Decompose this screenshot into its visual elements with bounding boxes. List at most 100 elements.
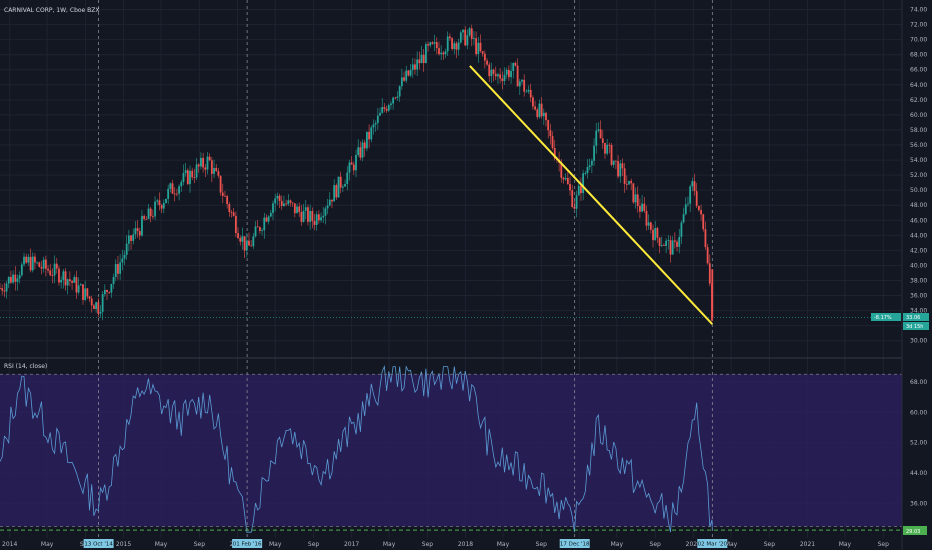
x-tick-label: 2020 [686, 541, 701, 548]
candle-body [639, 205, 641, 212]
x-tick-label: 2015 [116, 541, 131, 548]
candle-body [261, 230, 263, 232]
candle-body [213, 167, 215, 174]
candle-body [632, 183, 635, 203]
x-tick-label: 2018 [458, 541, 473, 548]
candle-body [82, 284, 84, 300]
candle-body [304, 207, 307, 211]
trendline[interactable] [469, 65, 714, 325]
y-tick-label: 48.00 [910, 202, 927, 209]
candle-body [525, 91, 528, 93]
candle-body [348, 162, 351, 173]
candle-body [427, 44, 429, 46]
y-tick-label: 38.00 [910, 277, 927, 284]
candle-body [217, 171, 220, 176]
candle-body [361, 142, 364, 158]
y-tick-label: 36.00 [910, 293, 927, 300]
candle-body [697, 205, 700, 211]
candles [0, 24, 714, 322]
candle-body [684, 204, 687, 215]
y-tick-label: 44.00 [910, 232, 927, 239]
candle-body [647, 222, 650, 226]
candle-body [577, 185, 580, 196]
candle-body [654, 227, 657, 241]
candle-body [123, 254, 126, 259]
candle-body [545, 112, 547, 121]
candle-body [263, 217, 266, 231]
candle-body [440, 52, 443, 55]
candle-body [442, 52, 445, 55]
candle-body [110, 283, 113, 293]
candle-body [162, 202, 165, 209]
x-tick-label: May [611, 541, 624, 548]
candle-body [580, 185, 582, 194]
candle-body [606, 144, 609, 154]
candle-body [151, 216, 154, 218]
candle-body [370, 127, 373, 140]
x-tick-label: May [839, 541, 852, 548]
x-tick-label: 2017 [344, 541, 359, 548]
candle-body [119, 262, 122, 274]
candle-body [71, 280, 73, 283]
candle-body [138, 231, 141, 236]
candle-body [12, 274, 15, 283]
candle-body [228, 204, 231, 212]
candle-body [357, 147, 360, 156]
candle-body [344, 184, 346, 187]
rsi-title: RSI (14, close) [4, 363, 47, 370]
candle-body [324, 208, 327, 216]
candle-body [503, 74, 506, 82]
candle-body [486, 60, 488, 65]
candle-body [510, 70, 512, 78]
rsi-tag-value: 29.03 [906, 529, 920, 535]
candle-body [34, 256, 36, 263]
change-tag: -8.17% [874, 315, 892, 321]
candle-body [483, 53, 486, 61]
y-tick-label: 58.00 [910, 127, 927, 134]
candle-body [612, 160, 615, 165]
candle-body [497, 74, 499, 77]
candle-body [586, 166, 589, 174]
x-tick-label: May [155, 541, 168, 548]
candle-body [210, 160, 213, 174]
candle-body [300, 211, 303, 222]
candle-body [704, 229, 707, 248]
candle-body [99, 311, 102, 314]
candle-body [224, 195, 226, 197]
candle-body [366, 131, 368, 149]
candle-body [521, 79, 523, 82]
candle-body [529, 89, 532, 98]
candle-body [90, 298, 93, 306]
candle-body [326, 205, 329, 209]
candle-body [475, 38, 478, 55]
price-tag: 33.06 [906, 315, 920, 321]
candle-body [676, 241, 678, 247]
candle-body [459, 32, 462, 43]
candle-body [597, 129, 600, 131]
candle-body [197, 164, 200, 167]
candle-body [420, 54, 423, 64]
candle-body [165, 198, 167, 203]
candle-body [132, 234, 135, 241]
candle-body [516, 65, 519, 87]
y-tick-label: 60.00 [910, 112, 927, 119]
candle-body [599, 129, 602, 139]
candle-body [1, 288, 4, 291]
candle-body [569, 184, 571, 191]
candle-body [317, 214, 320, 221]
y-tick-label: 64.00 [910, 82, 927, 89]
candle-body [359, 147, 362, 158]
rsi-tick-label: 60.00 [910, 409, 927, 416]
y-tick-label: 72.00 [910, 22, 927, 29]
candle-body [617, 161, 619, 177]
candle-body [265, 217, 268, 222]
candle-body [147, 208, 150, 220]
candle-body [595, 130, 598, 146]
candle-body [379, 112, 381, 116]
rsi-levels [0, 373, 902, 531]
candle-body [195, 164, 198, 178]
candle-body [167, 188, 170, 199]
y-tick-label: 30.00 [910, 338, 927, 345]
candle-body [293, 203, 296, 214]
